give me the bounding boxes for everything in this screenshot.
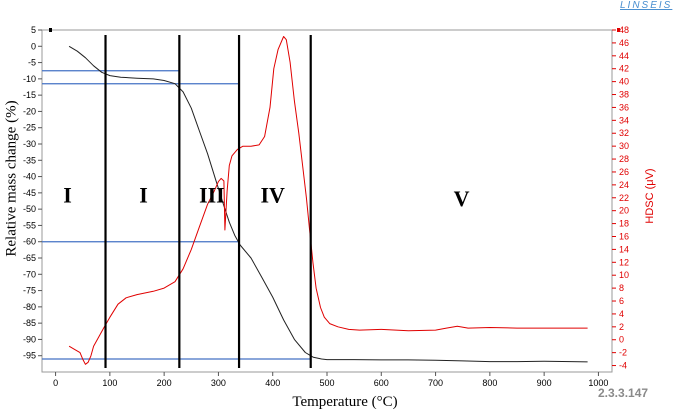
left-tick-label: -45 — [23, 188, 36, 198]
x-axis: 0 100 200 300 400 500 600 700 800 900 1000 — [53, 372, 608, 388]
reference-lines — [42, 70, 311, 360]
left-tick-label: -40 — [23, 172, 36, 182]
right-tick-label: 38 — [619, 90, 629, 100]
x-tick-label: 0 — [53, 378, 58, 388]
left-tick-label: -60 — [23, 237, 36, 247]
right-tick-label: -2 — [619, 348, 627, 358]
brand-logo: LINSEIS — [620, 0, 673, 11]
x-tick-label: 600 — [374, 378, 389, 388]
right-tick-label: 6 — [619, 296, 624, 306]
right-tick-label: 26 — [619, 167, 629, 177]
left-tick-label: -70 — [23, 269, 36, 279]
x-tick-label: 100 — [102, 378, 117, 388]
right-tick-label: 18 — [619, 219, 629, 229]
left-tick-label: -20 — [23, 106, 36, 116]
right-tick-label: 12 — [619, 257, 629, 267]
x-axis-title: Temperature (°C) — [292, 394, 398, 410]
right-tick-label: 10 — [619, 270, 629, 280]
right-tick-label: 42 — [619, 64, 629, 74]
x-tick-label: 900 — [537, 378, 552, 388]
stage-label: V — [454, 186, 470, 211]
stage-labels: I I III IV V — [63, 183, 469, 211]
right-tick-label: 40 — [619, 77, 629, 87]
right-tick-label: 34 — [619, 115, 629, 125]
left-tick-label: -65 — [23, 253, 36, 263]
left-tick-label: -95 — [23, 351, 36, 361]
right-tick-label: 4 — [619, 309, 624, 319]
stage-label: III — [199, 183, 225, 208]
right-tick-label: 2 — [619, 322, 624, 332]
right-tick-label: 20 — [619, 206, 629, 216]
x-tick-label: 400 — [265, 378, 280, 388]
right-tick-label: 24 — [619, 180, 629, 190]
left-tick-label: 0 — [31, 41, 36, 51]
left-tick-label: -85 — [23, 318, 36, 328]
left-axis-title: Relative mass change (%) — [3, 100, 20, 257]
right-tick-label: 48 — [619, 25, 629, 35]
right-tick-label: 44 — [619, 51, 629, 61]
left-tick-label: -15 — [23, 90, 36, 100]
stage-label: I — [139, 183, 148, 208]
right-tick-label: 36 — [619, 102, 629, 112]
right-axis-title: HDSC (μV) — [644, 168, 656, 224]
stage-boundaries — [104, 35, 312, 368]
right-tick-label: 0 — [619, 335, 624, 345]
left-tick-label: -75 — [23, 286, 36, 296]
left-tick-label: -35 — [23, 155, 36, 165]
x-tick-label: 500 — [319, 378, 334, 388]
x-tick-label: 700 — [428, 378, 443, 388]
right-tick-label: 32 — [619, 128, 629, 138]
stage-label: IV — [260, 183, 285, 208]
right-tick-label: 22 — [619, 193, 629, 203]
x-tick-label: 1000 — [588, 378, 608, 388]
right-tick-label: 30 — [619, 141, 629, 151]
x-tick-label: 800 — [482, 378, 497, 388]
right-tick-label: 16 — [619, 231, 629, 241]
x-tick-label: 200 — [157, 378, 172, 388]
right-axis-marker — [617, 28, 620, 32]
right-tick-label: 46 — [619, 38, 629, 48]
left-tick-label: -90 — [23, 334, 36, 344]
right-tick-label: 8 — [619, 283, 624, 293]
figure-id: 2.3.3.147 — [598, 386, 649, 400]
left-tick-label: -80 — [23, 302, 36, 312]
left-axis-marker — [49, 28, 52, 32]
right-tick-label: 28 — [619, 154, 629, 164]
right-y-axis: 4846444240383634323028262422201816141210… — [612, 25, 629, 371]
left-tick-label: -55 — [23, 220, 36, 230]
left-tick-label: 5 — [31, 25, 36, 35]
hdsc-curve — [68, 36, 588, 365]
left-tick-label: -50 — [23, 204, 36, 214]
left-tick-label: -5 — [28, 58, 36, 68]
left-y-axis: 5 0 -5 -10 -15 -20 -25 -30 -35 -40 -45 -50 -55 -60 -65… — [23, 25, 42, 361]
right-tick-label: -4 — [619, 361, 627, 371]
right-tick-label: 14 — [619, 244, 629, 254]
left-tick-label: -10 — [23, 74, 36, 84]
left-tick-label: -25 — [23, 123, 36, 133]
x-tick-label: 300 — [211, 378, 226, 388]
stage-label: I — [63, 183, 72, 208]
left-tick-label: -30 — [23, 139, 36, 149]
